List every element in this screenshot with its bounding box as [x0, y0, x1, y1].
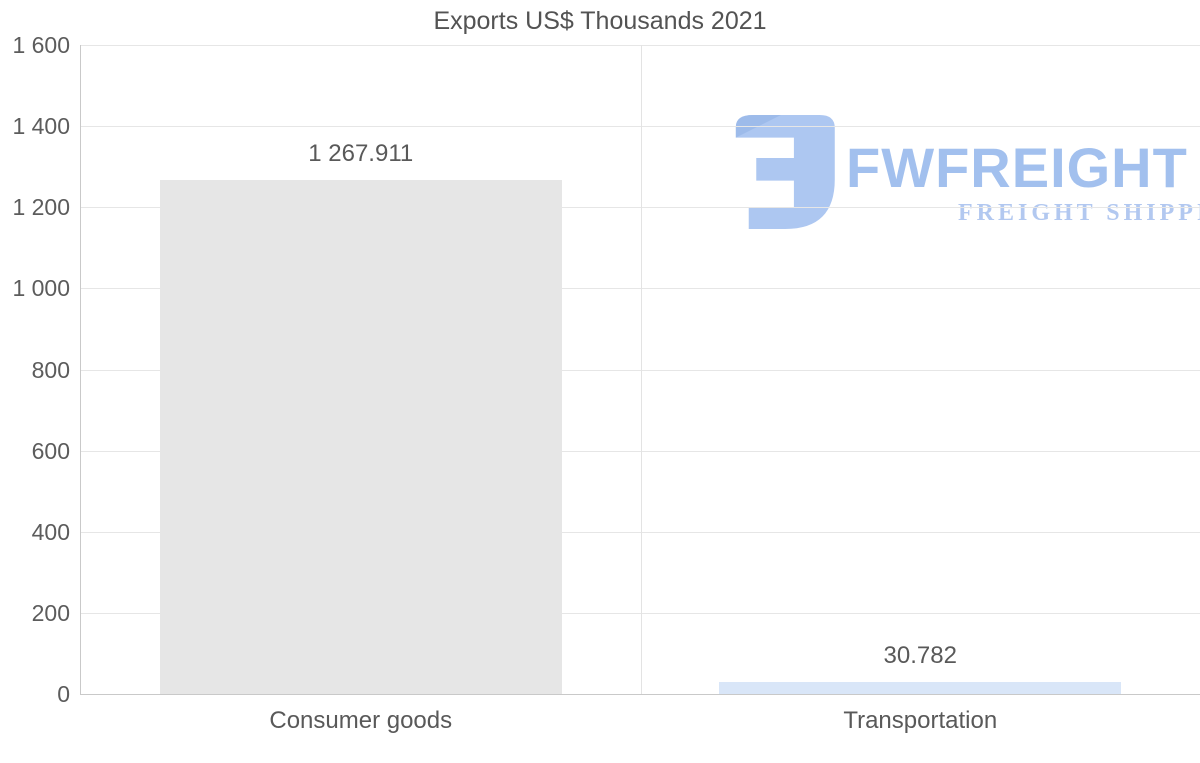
- category-divider-line: [640, 45, 642, 694]
- y-axis-tick-label: 200: [31, 599, 70, 626]
- y-axis-tick-label: 1 600: [12, 32, 70, 58]
- bar-value-label: 1 267.911: [308, 140, 414, 167]
- y-axis-tick-label: 800: [31, 356, 70, 383]
- bar-consumer-goods: [159, 180, 562, 694]
- x-axis-category-label: Consumer goods: [269, 707, 453, 734]
- plot-area: FWFREIGHT FREIGHT SHIPPING 1 267.911 Cons…: [80, 45, 1200, 734]
- y-axis-tick-label: 1 200: [12, 194, 70, 221]
- logo-brand-text: FWFREIGHT: [846, 136, 1188, 199]
- y-axis-tick-label: 0: [57, 681, 70, 707]
- y-axis-tick-label: 1 400: [12, 113, 70, 140]
- bar-value-label: 30.782: [883, 642, 957, 669]
- chart-title: Exports US$ Thousands 2021: [433, 7, 767, 35]
- y-axis-tick-label: 400: [31, 518, 70, 545]
- y-axis-tick-label: 1 000: [12, 275, 70, 302]
- y-axis-tick-label: 600: [31, 437, 70, 464]
- x-axis-category-label: Transportation: [843, 707, 998, 734]
- bar-transportation: [719, 682, 1122, 694]
- logo-tagline-text: FREIGHT SHIPPING: [958, 200, 1200, 226]
- fwfreight-monogram-icon: [735, 115, 835, 229]
